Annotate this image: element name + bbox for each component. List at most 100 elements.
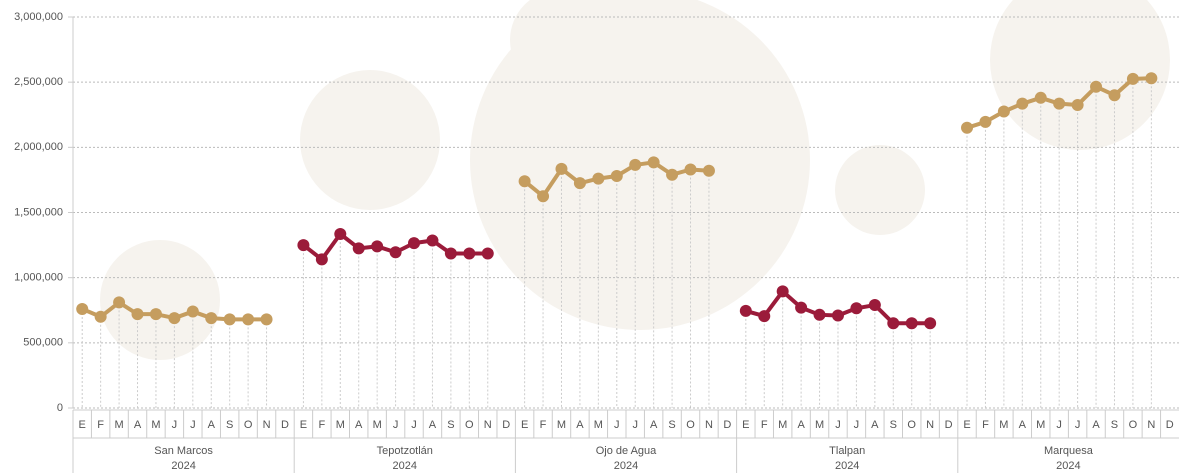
- x-tick-label: A: [208, 419, 216, 431]
- x-tick-label: E: [300, 419, 307, 431]
- data-point: [832, 309, 844, 321]
- data-point: [205, 312, 217, 324]
- x-tick-label: J: [1075, 419, 1081, 431]
- data-point: [611, 170, 623, 182]
- x-tick-label: M: [114, 419, 123, 431]
- x-tick-label: S: [447, 419, 454, 431]
- x-tick-label: J: [614, 419, 620, 431]
- x-tick-label: D: [945, 419, 953, 431]
- x-tick-label: J: [393, 419, 399, 431]
- data-point: [740, 305, 752, 317]
- x-tick-label: N: [705, 419, 713, 431]
- x-tick-label: A: [1019, 419, 1027, 431]
- x-tick-label: J: [190, 419, 196, 431]
- y-tick-label: 0: [57, 402, 63, 414]
- x-tick-label: F: [318, 419, 325, 431]
- group-label: Tlalpan: [829, 445, 865, 457]
- data-point: [850, 302, 862, 314]
- x-tick-label: A: [134, 419, 142, 431]
- x-tick-label: O: [244, 419, 253, 431]
- data-point: [537, 190, 549, 202]
- data-point: [132, 308, 144, 320]
- x-tick-label: F: [540, 419, 547, 431]
- x-tick-label: M: [815, 419, 824, 431]
- x-tick-label: D: [723, 419, 731, 431]
- x-tick-label: N: [484, 419, 492, 431]
- y-tick-label: 1,500,000: [14, 206, 63, 218]
- data-point: [1016, 98, 1028, 110]
- data-point: [814, 309, 826, 321]
- data-point: [998, 105, 1010, 117]
- data-point: [906, 317, 918, 329]
- data-point: [224, 313, 236, 325]
- data-point: [297, 239, 309, 251]
- x-tick-label: S: [1111, 419, 1118, 431]
- data-point: [795, 302, 807, 314]
- x-tick-label: A: [576, 419, 584, 431]
- data-point: [961, 122, 973, 134]
- chart: 0500,0001,000,0001,500,0002,000,0002,500…: [0, 0, 1180, 473]
- x-tick-label: J: [1056, 419, 1062, 431]
- data-point: [1072, 99, 1084, 111]
- x-tick-label: M: [594, 419, 603, 431]
- data-point: [777, 285, 789, 297]
- x-tick-label: M: [373, 419, 382, 431]
- x-tick-label: A: [1092, 419, 1100, 431]
- x-tick-label: J: [411, 419, 417, 431]
- group-year: 2024: [614, 460, 638, 472]
- x-tick-label: O: [1129, 419, 1138, 431]
- x-tick-label: E: [79, 419, 86, 431]
- data-point: [979, 116, 991, 128]
- x-tick-label: E: [963, 419, 970, 431]
- x-tick-label: J: [835, 419, 841, 431]
- x-tick-label: A: [871, 419, 879, 431]
- data-point: [261, 313, 273, 325]
- x-tick-label: F: [982, 419, 989, 431]
- data-point: [666, 169, 678, 181]
- y-tick-label: 1,000,000: [14, 272, 63, 284]
- x-tick-label: F: [761, 419, 768, 431]
- x-tick-label: D: [281, 419, 289, 431]
- x-tick-label: J: [172, 419, 178, 431]
- group-label: Ojo de Agua: [596, 445, 657, 457]
- data-point: [1035, 92, 1047, 104]
- y-tick-label: 500,000: [23, 337, 63, 349]
- x-tick-label: N: [263, 419, 271, 431]
- data-point: [334, 228, 346, 240]
- x-tick-label: A: [355, 419, 363, 431]
- x-tick-label: M: [778, 419, 787, 431]
- x-tick-label: O: [686, 419, 695, 431]
- x-tick-label: M: [1036, 419, 1045, 431]
- data-point: [519, 175, 531, 187]
- data-point: [1090, 81, 1102, 93]
- data-point: [1053, 98, 1065, 110]
- data-point: [924, 317, 936, 329]
- data-point: [76, 303, 88, 315]
- data-point: [887, 317, 899, 329]
- data-point: [629, 159, 641, 171]
- group-year: 2024: [171, 460, 195, 472]
- y-tick-label: 2,000,000: [14, 141, 63, 153]
- group-year: 2024: [1056, 460, 1080, 472]
- data-point: [703, 165, 715, 177]
- x-tick-label: A: [429, 419, 437, 431]
- data-point: [353, 242, 365, 254]
- x-tick-label: S: [668, 419, 675, 431]
- data-point: [316, 253, 328, 265]
- x-tick-label: O: [465, 419, 474, 431]
- x-tick-label: M: [557, 419, 566, 431]
- x-tick-label: J: [632, 419, 638, 431]
- data-point: [555, 163, 567, 175]
- x-tick-label: J: [854, 419, 860, 431]
- x-tick-label: N: [1147, 419, 1155, 431]
- data-point: [390, 246, 402, 258]
- x-tick-label: M: [336, 419, 345, 431]
- data-point: [168, 312, 180, 324]
- data-point: [1145, 72, 1157, 84]
- group-label: San Marcos: [154, 445, 213, 457]
- data-point: [426, 235, 438, 247]
- x-tick-label: D: [502, 419, 510, 431]
- x-tick-label: E: [742, 419, 749, 431]
- x-tick-label: O: [907, 419, 916, 431]
- x-tick-label: D: [1166, 419, 1174, 431]
